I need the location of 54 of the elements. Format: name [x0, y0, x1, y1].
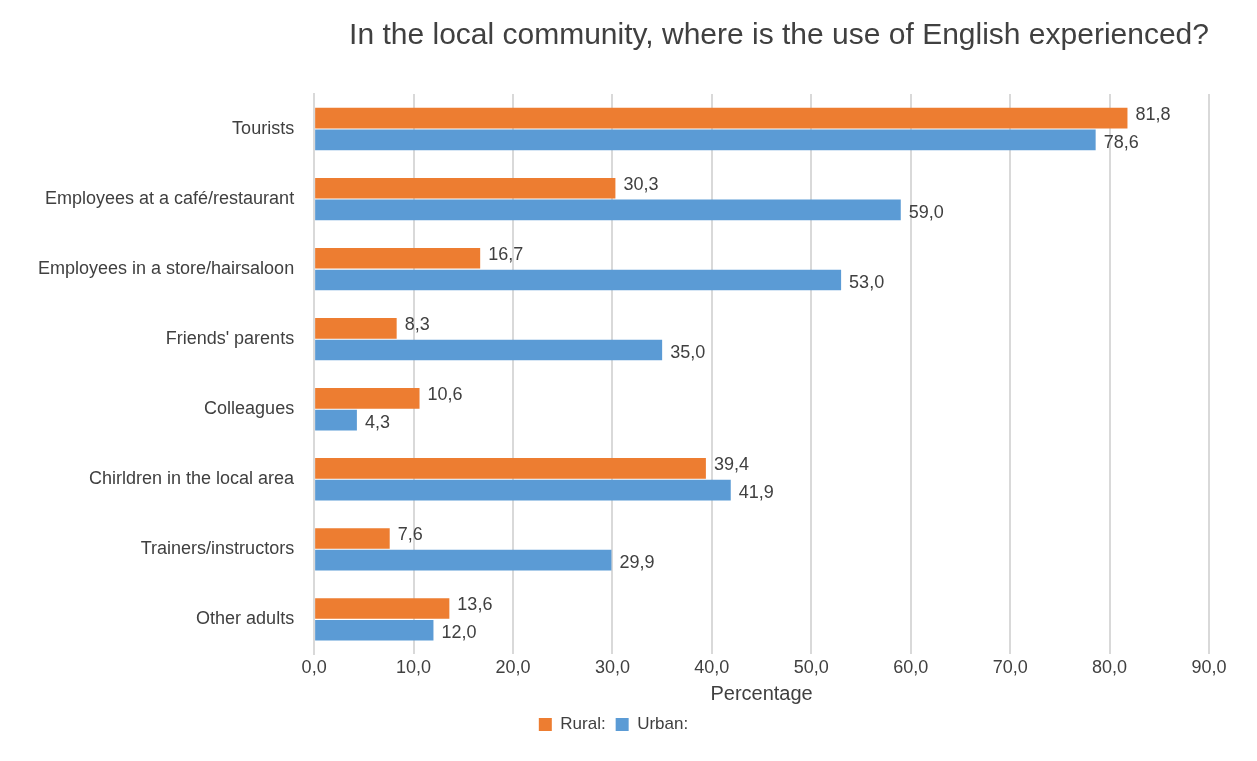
- y-tick-label: Trainers/instructors: [140, 538, 295, 559]
- bar: [315, 129, 1096, 151]
- y-tick-label: Employees at a café/restaurant: [45, 188, 295, 209]
- data-label: 81,8: [1135, 104, 1171, 125]
- data-label: 10,6: [427, 384, 463, 405]
- bar: [315, 177, 616, 199]
- bar: [315, 598, 450, 619]
- x-axis-title: Percentage: [710, 681, 813, 704]
- x-tick-label: 60,0: [893, 657, 929, 678]
- bar: [315, 318, 397, 339]
- data-label: 13,6: [457, 594, 493, 615]
- y-tick-label: Colleagues: [204, 398, 295, 419]
- data-label: 39,4: [713, 454, 749, 475]
- bar: [315, 247, 481, 269]
- data-label: 59,0: [908, 201, 944, 222]
- legend-label: Rural:: [560, 714, 606, 734]
- x-tick-label: 0,0: [301, 657, 327, 678]
- bar: [315, 458, 706, 479]
- x-tick-label: 80,0: [1092, 657, 1128, 678]
- bar: [315, 549, 612, 571]
- bar: [315, 409, 357, 431]
- x-tick-label: 30,0: [594, 657, 630, 678]
- x-tick-label: 90,0: [1191, 657, 1227, 678]
- chart-title: In the local community, where is the use of English experienced?: [349, 17, 1209, 51]
- bar: [315, 107, 1128, 129]
- data-label: 53,0: [849, 271, 885, 292]
- data-label: 8,3: [404, 314, 430, 335]
- y-tick-label: Friends' parents: [165, 328, 295, 349]
- data-label: 30,3: [623, 174, 659, 195]
- data-label: 78,6: [1103, 131, 1139, 152]
- bar: [315, 479, 731, 501]
- data-label: 35,0: [670, 342, 706, 362]
- y-tick-label: Chirldren in the local area: [89, 468, 296, 489]
- data-label: 16,7: [488, 244, 524, 265]
- data-label: 29,9: [619, 552, 655, 573]
- data-label: 4,3: [364, 412, 390, 433]
- y-tick-label: Employees in a store/hairsaloon: [38, 258, 295, 279]
- x-tick-label: 40,0: [694, 657, 730, 678]
- bar: [315, 528, 390, 549]
- x-tick-label: 70,0: [992, 657, 1028, 678]
- bar: [315, 619, 434, 641]
- bar: [315, 269, 842, 291]
- data-label: 7,6: [397, 524, 423, 545]
- bar: [315, 199, 901, 221]
- x-tick-label: 50,0: [793, 657, 829, 678]
- y-tick-label: Other adults: [196, 608, 295, 629]
- bar: [315, 339, 663, 361]
- data-label: 12,0: [441, 622, 477, 643]
- data-label: 41,9: [738, 482, 774, 503]
- y-tick-label: Tourists: [232, 117, 295, 138]
- x-tick-label: 20,0: [495, 657, 531, 678]
- legend-label: Urban:: [637, 714, 689, 734]
- bar: [315, 388, 420, 409]
- x-tick-label: 10,0: [396, 657, 432, 678]
